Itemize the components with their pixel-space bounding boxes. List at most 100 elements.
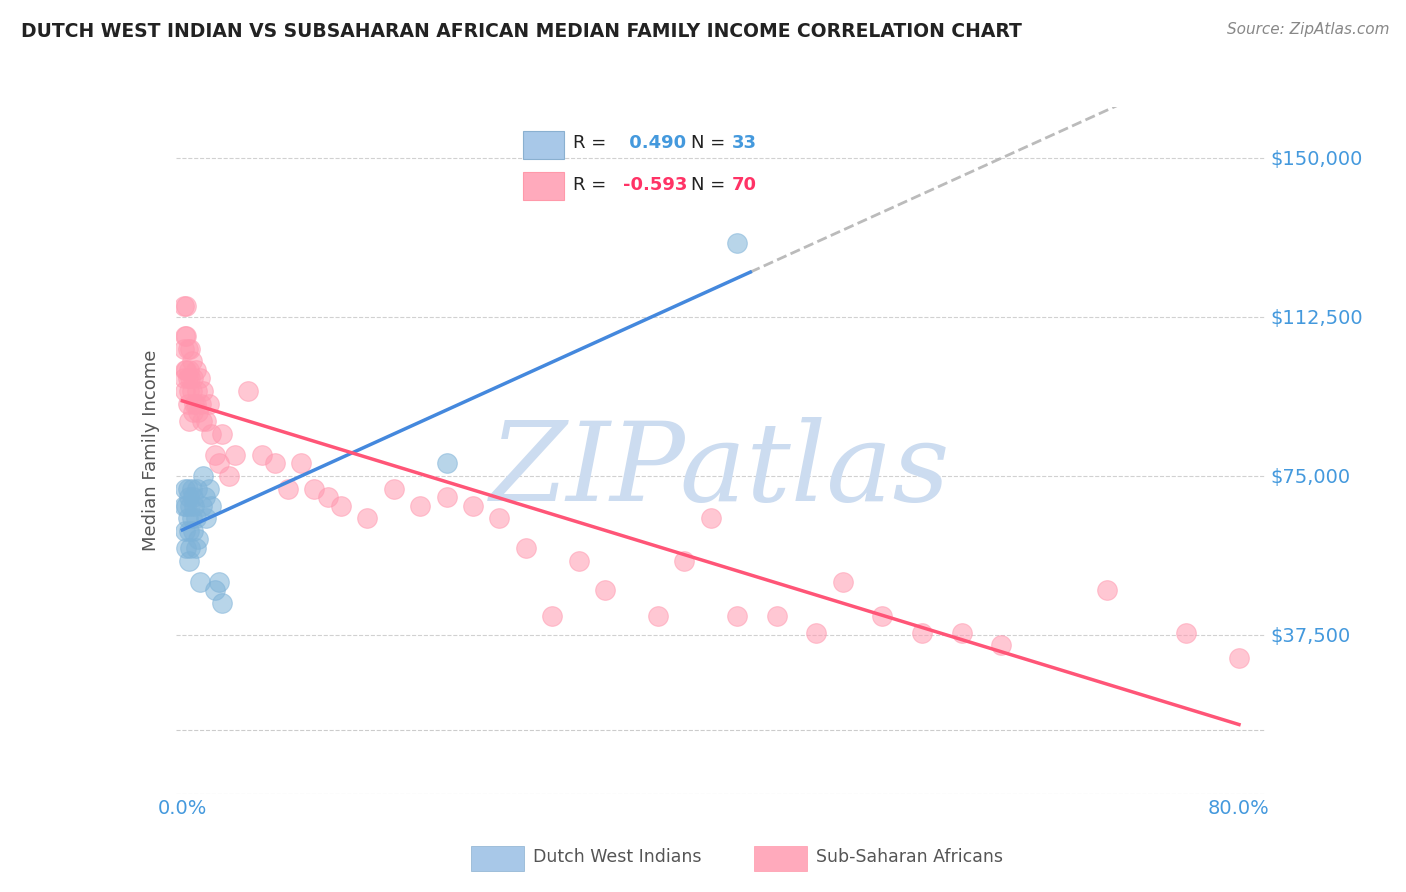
Point bbox=[647, 608, 669, 623]
Point bbox=[179, 499, 201, 513]
Point bbox=[179, 371, 201, 385]
Point bbox=[382, 482, 405, 496]
Point bbox=[872, 608, 894, 623]
Point bbox=[173, 342, 195, 356]
Text: DUTCH WEST INDIAN VS SUBSAHARAN AFRICAN MEDIAN FAMILY INCOME CORRELATION CHART: DUTCH WEST INDIAN VS SUBSAHARAN AFRICAN … bbox=[21, 22, 1022, 41]
Point bbox=[184, 541, 207, 555]
Text: ZIPatlas: ZIPatlas bbox=[491, 417, 950, 524]
Text: 70: 70 bbox=[731, 176, 756, 194]
Point bbox=[200, 499, 222, 513]
Point bbox=[211, 426, 233, 441]
Point bbox=[409, 499, 432, 513]
Point bbox=[211, 596, 233, 610]
Point bbox=[204, 448, 226, 462]
Point bbox=[177, 490, 200, 504]
Point bbox=[187, 405, 209, 419]
Point bbox=[204, 583, 226, 598]
Point bbox=[177, 414, 200, 428]
Point bbox=[177, 384, 200, 398]
Point bbox=[1095, 583, 1118, 598]
Point bbox=[176, 371, 198, 385]
Point bbox=[673, 554, 696, 568]
Point bbox=[183, 397, 205, 411]
Point bbox=[176, 541, 198, 555]
Point bbox=[174, 363, 197, 377]
Point bbox=[568, 554, 591, 568]
Point bbox=[180, 384, 202, 398]
Point bbox=[699, 511, 721, 525]
Text: N =: N = bbox=[690, 134, 725, 153]
FancyBboxPatch shape bbox=[523, 172, 564, 200]
Point bbox=[173, 299, 195, 313]
Point bbox=[184, 363, 207, 377]
Point bbox=[541, 608, 564, 623]
Point bbox=[179, 342, 201, 356]
Point bbox=[488, 511, 510, 525]
Point bbox=[176, 397, 198, 411]
Point bbox=[250, 448, 273, 462]
Point bbox=[177, 554, 200, 568]
Point bbox=[806, 625, 828, 640]
Point bbox=[184, 397, 207, 411]
Text: R =: R = bbox=[574, 134, 607, 153]
Point bbox=[436, 490, 458, 504]
Point bbox=[208, 574, 231, 589]
Point bbox=[218, 469, 240, 483]
Text: -0.593: -0.593 bbox=[623, 176, 688, 194]
Point bbox=[224, 448, 246, 462]
Point bbox=[725, 608, 748, 623]
Text: 0.490: 0.490 bbox=[623, 134, 686, 153]
Point bbox=[831, 574, 853, 589]
Point bbox=[725, 235, 748, 250]
Point bbox=[329, 499, 352, 513]
Point bbox=[181, 524, 204, 538]
Point bbox=[176, 299, 198, 313]
Point bbox=[191, 414, 214, 428]
FancyBboxPatch shape bbox=[471, 846, 524, 871]
Point bbox=[765, 608, 787, 623]
Point bbox=[176, 511, 198, 525]
Point bbox=[197, 397, 219, 411]
Point bbox=[461, 499, 484, 513]
Point bbox=[188, 574, 211, 589]
Point bbox=[911, 625, 934, 640]
Point bbox=[177, 363, 200, 377]
Point bbox=[181, 490, 204, 504]
Point bbox=[290, 456, 312, 470]
Point bbox=[304, 482, 326, 496]
Point bbox=[176, 363, 198, 377]
Point bbox=[176, 499, 198, 513]
Point bbox=[188, 371, 211, 385]
Point bbox=[1227, 651, 1250, 665]
Point bbox=[208, 456, 231, 470]
Text: 33: 33 bbox=[731, 134, 756, 153]
Point bbox=[190, 397, 212, 411]
Point bbox=[191, 499, 214, 513]
Point bbox=[436, 456, 458, 470]
Text: Dutch West Indians: Dutch West Indians bbox=[533, 848, 702, 866]
Point bbox=[177, 524, 200, 538]
Point bbox=[174, 524, 197, 538]
Point bbox=[174, 482, 197, 496]
Point bbox=[174, 329, 197, 343]
Point bbox=[180, 482, 202, 496]
Point bbox=[200, 426, 222, 441]
Point bbox=[174, 384, 197, 398]
Point bbox=[183, 499, 205, 513]
Point bbox=[180, 354, 202, 368]
Point bbox=[195, 511, 218, 525]
Point bbox=[176, 482, 198, 496]
Point bbox=[186, 384, 208, 398]
Point bbox=[238, 384, 260, 398]
Point bbox=[194, 490, 217, 504]
Point bbox=[187, 533, 209, 547]
Point bbox=[193, 384, 215, 398]
Point bbox=[990, 639, 1012, 653]
Point bbox=[195, 414, 218, 428]
Y-axis label: Median Family Income: Median Family Income bbox=[142, 350, 160, 551]
Point bbox=[184, 511, 207, 525]
FancyBboxPatch shape bbox=[754, 846, 807, 871]
Point bbox=[176, 342, 198, 356]
Point bbox=[950, 625, 973, 640]
Point bbox=[181, 371, 204, 385]
